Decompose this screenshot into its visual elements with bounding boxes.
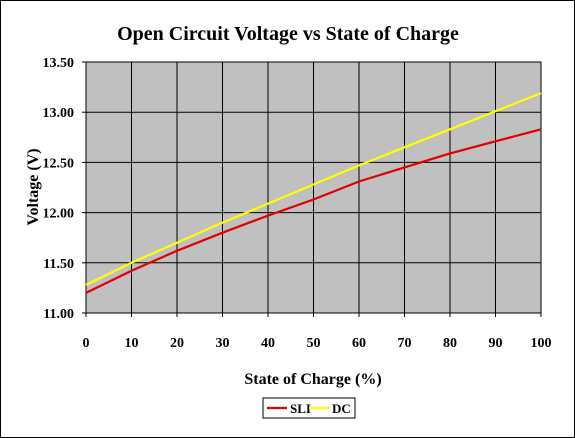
legend: SLI DC [262,397,356,419]
legend-label-sli: SLI [290,401,311,416]
x-axis-ticks: 0 10 20 30 40 50 60 70 80 90 100 [83,313,552,351]
x-tick-label: 20 [170,336,184,351]
x-tick-label: 70 [398,336,412,351]
y-axis-title: Voltage (V) [25,148,42,225]
y-tick-label: 11.00 [43,307,74,322]
x-tick-label: 30 [216,336,230,351]
x-tick-label: 50 [307,336,321,351]
x-tick-label: 100 [531,336,552,351]
legend-label-dc: DC [332,401,351,416]
series-line-sli [85,128,542,294]
y-axis-ticks: 11.00 11.50 12.00 12.50 13.00 13.50 [43,56,86,322]
x-tick-label: 40 [261,336,275,351]
y-tick-label: 13.00 [43,106,75,121]
y-tick-label: 11.50 [43,257,74,272]
x-tick-label: 90 [489,336,503,351]
y-tick-label: 12.50 [43,156,75,171]
chart-title: Open Circuit Voltage vs State of Charge [117,23,459,45]
y-tick-label: 12.00 [43,207,75,222]
x-axis-title: State of Charge (%) [244,371,381,388]
y-tick-label: 13.50 [43,56,75,71]
x-tick-label: 80 [443,336,457,351]
gridlines [85,61,542,314]
series-line-dc [85,92,542,286]
x-tick-label: 10 [125,336,139,351]
x-tick-label: 0 [83,336,90,351]
x-tick-label: 60 [352,336,366,351]
series-layer [85,92,542,294]
